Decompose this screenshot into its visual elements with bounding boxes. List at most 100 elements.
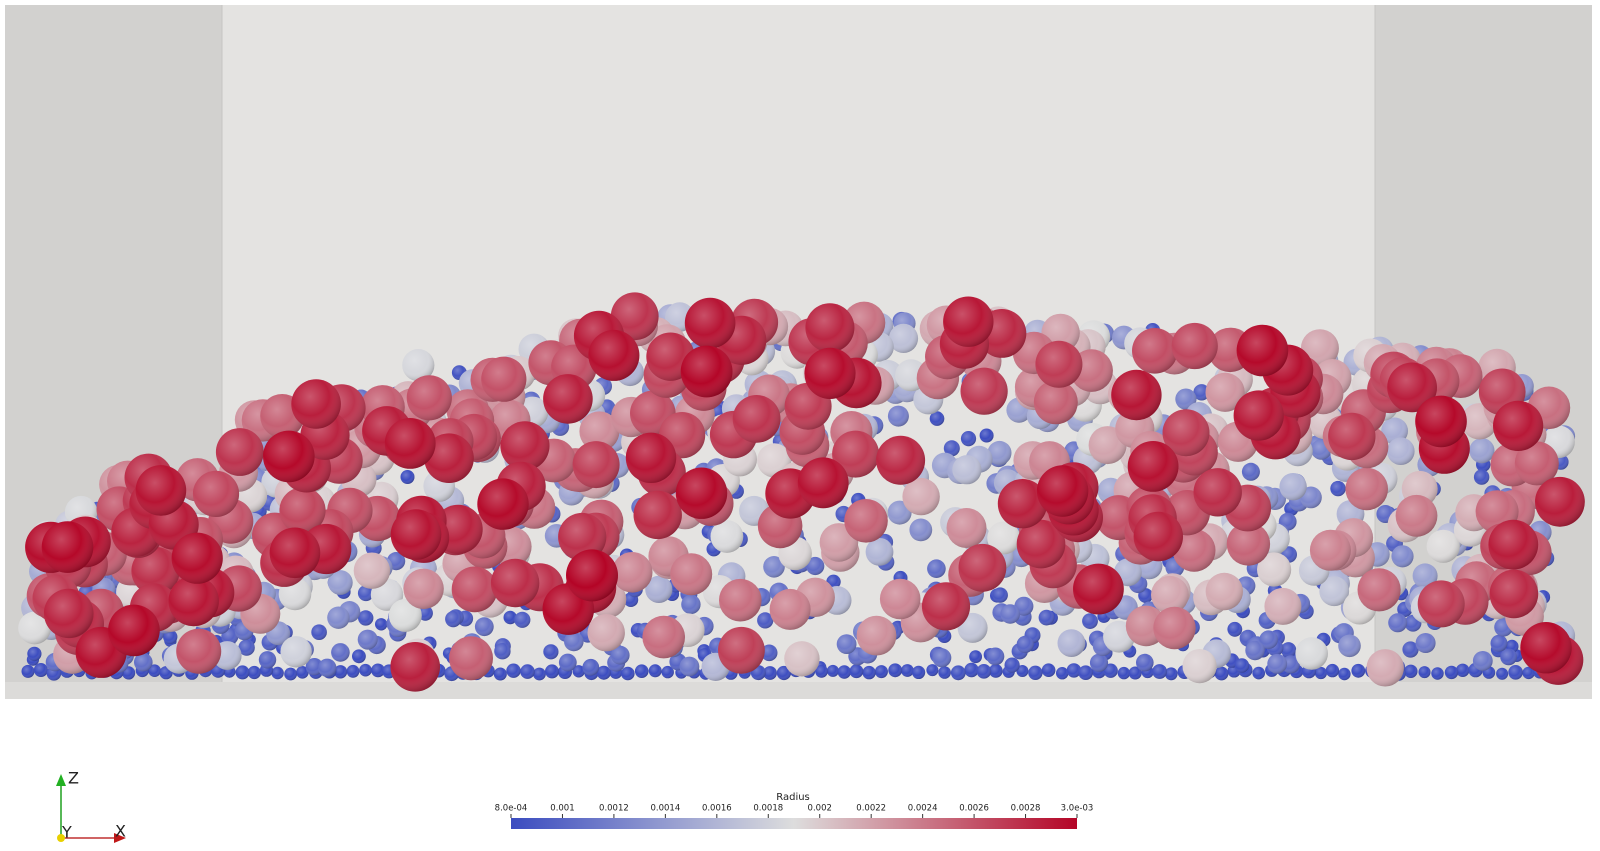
particle-shade bbox=[776, 665, 792, 681]
particle-shade bbox=[1417, 580, 1465, 628]
particle-shade bbox=[826, 664, 839, 677]
particle-shade bbox=[849, 664, 864, 679]
particle-shade bbox=[247, 665, 261, 680]
axes-triad: Z Y X bbox=[56, 769, 126, 843]
particle-shade bbox=[1214, 666, 1229, 681]
particle-shade bbox=[670, 553, 713, 596]
particle-shade bbox=[958, 543, 1007, 592]
particle-shade bbox=[997, 479, 1048, 529]
particle-shade bbox=[579, 411, 620, 452]
particle-shade bbox=[927, 559, 946, 578]
particle-shade bbox=[318, 658, 337, 677]
particle-shade bbox=[1514, 441, 1559, 486]
particle-shade bbox=[1300, 329, 1339, 368]
particle-shade bbox=[680, 345, 733, 398]
particle-shade bbox=[836, 634, 857, 654]
colorbar-tick-label: 0.002 bbox=[808, 804, 832, 814]
particle-shade bbox=[634, 664, 649, 678]
particle-shade bbox=[331, 643, 350, 662]
particle-shade bbox=[1473, 469, 1490, 485]
particle-shade bbox=[1035, 340, 1083, 388]
colorbar-tick-label: 0.001 bbox=[550, 804, 574, 814]
particle-shade bbox=[804, 347, 856, 399]
particle-shade bbox=[108, 604, 160, 657]
particle-shade bbox=[1357, 568, 1401, 612]
particle-shade bbox=[719, 578, 762, 622]
particle-shade bbox=[1193, 384, 1210, 401]
particle-shade bbox=[1319, 576, 1350, 607]
colorbar-tick-label: 0.0014 bbox=[650, 804, 680, 814]
particle-shade bbox=[1226, 522, 1271, 566]
particle-shade bbox=[352, 649, 366, 664]
particle-shade bbox=[400, 470, 415, 484]
particle-shade bbox=[572, 665, 585, 678]
particle-shade bbox=[946, 508, 987, 548]
colorbar-tick-label: 3.0e-03 bbox=[1061, 804, 1094, 814]
particle-shade bbox=[1073, 563, 1124, 615]
particle-shade bbox=[1264, 587, 1302, 625]
y-label: Y bbox=[61, 823, 72, 842]
particle-shade bbox=[642, 615, 685, 659]
particle-shade bbox=[1016, 519, 1066, 569]
particle-shade bbox=[424, 433, 474, 484]
particle-shade bbox=[1164, 667, 1178, 681]
particle-shade bbox=[477, 478, 529, 530]
particle-shade bbox=[1016, 635, 1034, 654]
particle-shade bbox=[572, 441, 620, 489]
particle-shade bbox=[888, 663, 903, 678]
particle-shade bbox=[929, 411, 945, 426]
particle-shade bbox=[979, 428, 994, 443]
particle-shade bbox=[832, 430, 880, 478]
particle-shade bbox=[718, 626, 765, 674]
particle-shade bbox=[784, 641, 820, 677]
particle-shade bbox=[1309, 529, 1351, 571]
particle-shade bbox=[1489, 569, 1539, 619]
particle-shade bbox=[1418, 666, 1431, 679]
particle-shade bbox=[732, 395, 781, 443]
particle-shade bbox=[263, 430, 315, 483]
particle-shade bbox=[43, 588, 94, 638]
particle-shade bbox=[384, 418, 436, 469]
particle-shade bbox=[543, 644, 559, 660]
particle-shade bbox=[1493, 400, 1544, 451]
particle-shade bbox=[661, 665, 674, 679]
particle-shade bbox=[960, 367, 1008, 415]
particle-shade bbox=[763, 666, 777, 680]
particle-shade bbox=[1078, 665, 1093, 680]
particle-shade bbox=[874, 665, 888, 679]
particle-shade bbox=[645, 575, 673, 604]
floor bbox=[5, 682, 1592, 699]
colorbar-tick-label: 0.0012 bbox=[599, 804, 629, 814]
particle-shade bbox=[1431, 667, 1444, 680]
particle-shade bbox=[1444, 665, 1459, 680]
colorbar-title: Radius bbox=[776, 792, 810, 803]
particle-shade bbox=[964, 662, 979, 678]
particle-shade bbox=[1089, 653, 1109, 672]
particle-shade bbox=[506, 663, 521, 678]
particle-shade bbox=[1338, 667, 1351, 681]
particle-shade bbox=[402, 349, 435, 382]
particle-shade bbox=[1325, 663, 1340, 678]
particle-shade bbox=[215, 428, 264, 476]
particle-shade bbox=[611, 552, 653, 593]
particle-shade bbox=[1351, 663, 1366, 678]
particle-shade bbox=[992, 587, 1008, 603]
colorbar-tick-label: 0.0024 bbox=[908, 804, 938, 814]
particle-shade bbox=[582, 658, 600, 676]
particle-shade bbox=[41, 521, 94, 573]
particle-shade bbox=[1535, 476, 1585, 527]
particle-shade bbox=[1033, 380, 1078, 425]
particle-shade bbox=[1366, 649, 1404, 687]
particle-shade bbox=[406, 375, 452, 421]
particle-shade bbox=[888, 323, 919, 353]
particle-shade bbox=[21, 664, 35, 678]
particle-shade bbox=[610, 645, 630, 665]
particle-shade bbox=[1415, 633, 1436, 653]
particle-shade bbox=[1328, 412, 1376, 461]
particle-shade bbox=[1036, 465, 1089, 517]
colorbar-ramp bbox=[511, 818, 1077, 829]
particle-shade bbox=[1267, 653, 1288, 674]
particle-shade bbox=[1496, 667, 1509, 680]
particle-shade bbox=[1245, 640, 1265, 661]
particle-shade bbox=[1117, 666, 1131, 680]
